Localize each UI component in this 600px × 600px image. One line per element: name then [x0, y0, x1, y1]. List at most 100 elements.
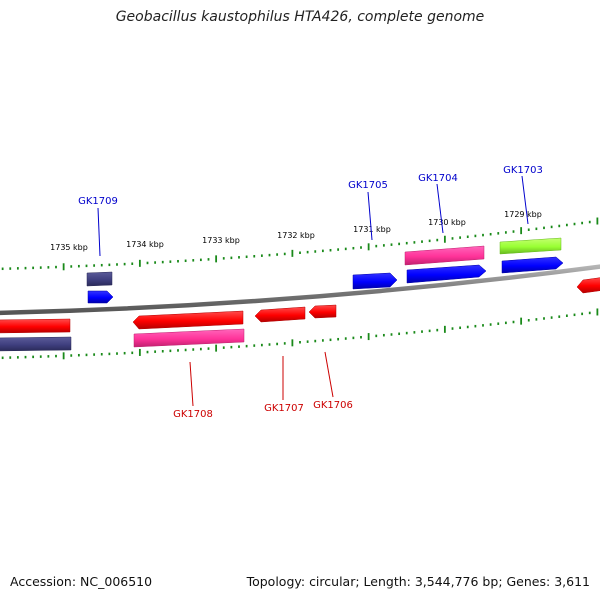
outer-ruler-minor-tick: [459, 236, 462, 239]
outer-ruler-minor-tick: [108, 263, 111, 267]
outer-ruler-minor-tick: [1, 267, 4, 271]
outer-ruler-minor-tick: [497, 232, 500, 235]
outer-ruler-major-tick: [596, 217, 599, 225]
inner-ruler-minor-tick: [504, 321, 507, 325]
outer-ruler-minor-tick: [558, 224, 561, 228]
outer-ruler-minor-tick: [24, 266, 27, 270]
outer-ruler-major-tick: [138, 259, 141, 267]
outer-ruler-minor-tick: [161, 260, 164, 264]
outer-ruler-minor-tick: [70, 265, 73, 268]
outer-ruler-minor-tick: [299, 251, 301, 254]
outer-ruler-major-tick: [367, 243, 370, 251]
gene-gk1703-blue[interactable]: [501, 256, 564, 274]
gene-label-gk1703[interactable]: GK1703: [503, 165, 543, 176]
outer-ruler-minor-tick: [344, 247, 347, 251]
inner-ruler-minor-tick: [146, 350, 149, 354]
leader-gk1705: [367, 191, 373, 241]
gene-gk1709-upper[interactable]: [86, 271, 113, 287]
outer-ruler-minor-tick: [482, 233, 484, 237]
gene-gk1707[interactable]: [254, 306, 306, 323]
outer-ruler-major-tick: [215, 255, 218, 263]
outer-ruler-minor-tick: [184, 259, 187, 263]
outer-ruler-minor-tick: [47, 266, 50, 269]
inner-ruler-minor-tick: [512, 320, 515, 324]
inner-ruler-minor-tick: [436, 328, 439, 332]
outer-ruler-minor-tick: [238, 256, 240, 259]
outer-ruler-minor-tick: [573, 222, 576, 226]
inner-ruler-minor-tick: [1, 356, 4, 360]
genes-label: Genes:: [506, 574, 551, 589]
inner-ruler-minor-tick: [558, 315, 561, 318]
outer-ruler-minor-tick: [306, 250, 309, 254]
inner-ruler-minor-tick: [573, 313, 576, 317]
outer-ruler-minor-tick: [177, 259, 179, 263]
gene-gk1708-pink[interactable]: [133, 328, 245, 348]
inner-ruler-minor-tick: [306, 340, 309, 343]
gene-gk1704-blue[interactable]: [406, 264, 487, 284]
inner-ruler-minor-tick: [154, 350, 157, 353]
outer-ruler-minor-tick: [398, 242, 401, 246]
inner-ruler-minor-tick: [466, 325, 469, 329]
length-value: 3,544,776 bp: [414, 574, 499, 589]
inner-ruler-minor-tick: [565, 314, 568, 317]
inner-ruler-minor-tick: [108, 352, 111, 356]
inner-ruler-minor-tick: [474, 324, 477, 328]
inner-ruler-major-tick: [367, 333, 370, 341]
outer-ruler-major-tick: [291, 249, 294, 257]
gene-label-gk1707[interactable]: GK1707: [264, 403, 304, 414]
accession-info: Accession: NC_006510: [10, 574, 152, 589]
leader-gk1708: [189, 361, 194, 407]
gene-gk1706[interactable]: [308, 304, 337, 319]
outer-ruler-minor-tick: [268, 253, 271, 257]
inner-ruler-minor-tick: [451, 327, 454, 330]
inner-ruler-minor-tick: [55, 354, 57, 358]
inner-ruler-minor-tick: [535, 318, 538, 321]
inner-ruler-minor-tick: [70, 354, 73, 357]
inner-ruler-minor-tick: [375, 334, 378, 338]
gene-label-gk1708[interactable]: GK1708: [173, 409, 213, 420]
outer-ruler-track: [1, 217, 599, 271]
outer-ruler-minor-tick: [382, 244, 385, 247]
outer-ruler-minor-tick: [474, 234, 477, 238]
outer-ruler-minor-tick: [207, 258, 210, 261]
gene-gk1709-lower[interactable]: [87, 290, 114, 304]
outer-ruler-minor-tick: [169, 260, 172, 263]
gene-gk1704-pink[interactable]: [404, 245, 485, 266]
outer-ruler-minor-tick: [39, 266, 42, 269]
inner-ruler-major-tick: [520, 317, 523, 325]
gene-gk1708-red[interactable]: [132, 310, 244, 330]
outer-ruler-minor-tick: [222, 257, 225, 260]
gene-gk1705[interactable]: [352, 272, 398, 290]
outer-ruler-minor-tick: [16, 267, 19, 270]
gene-label-gk1704[interactable]: GK1704: [418, 173, 458, 184]
inner-ruler-minor-tick: [9, 356, 12, 359]
outer-ruler-minor-tick: [550, 225, 553, 229]
gene-label-gk1709[interactable]: GK1709: [78, 196, 118, 207]
gene-label-gk1706[interactable]: GK1706: [313, 400, 353, 411]
outer-ruler-minor-tick: [253, 254, 256, 258]
outer-ruler-minor-tick: [360, 246, 362, 249]
gene-gk1703-lime[interactable]: [499, 237, 562, 255]
gene-edge-right-red[interactable]: [576, 277, 600, 294]
outer-ruler-minor-tick: [77, 264, 80, 268]
genome-title: Geobacillus kaustophilus HTA426, complet…: [115, 9, 485, 25]
inner-ruler-minor-tick: [527, 319, 530, 322]
gene-edge-left-red[interactable]: [0, 318, 71, 334]
inner-ruler-minor-tick: [405, 331, 408, 335]
inner-ruler-minor-tick: [344, 337, 347, 340]
inner-ruler-minor-tick: [245, 344, 248, 348]
kbp-label-1733: 1733 kbp: [202, 236, 240, 245]
outer-ruler-major-tick: [62, 263, 65, 271]
outer-ruler-minor-tick: [512, 230, 515, 233]
inner-ruler-major-tick: [215, 344, 218, 352]
outer-ruler-minor-tick: [375, 244, 378, 248]
outer-ruler-major-tick: [520, 227, 523, 235]
inner-ruler-minor-tick: [16, 356, 19, 359]
inner-ruler-minor-tick: [352, 336, 355, 340]
gene-label-gk1705[interactable]: GK1705: [348, 180, 388, 191]
gene-edge-left-slate[interactable]: [0, 336, 72, 352]
outer-ruler-minor-tick: [199, 258, 202, 262]
inner-ruler-minor-tick: [299, 341, 301, 344]
leader-gk1703: [521, 175, 529, 225]
